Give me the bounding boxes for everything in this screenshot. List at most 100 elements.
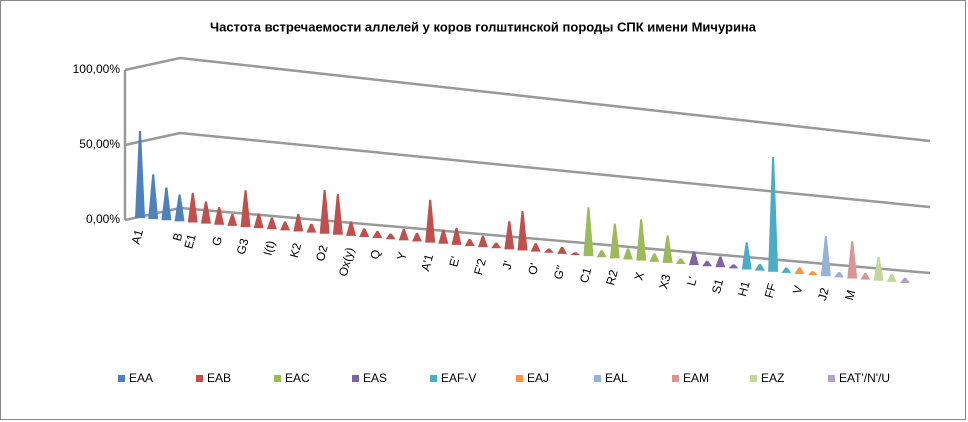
bar [754, 263, 765, 271]
bar [886, 273, 897, 282]
y-tick-label: 0,00% [86, 212, 120, 226]
bar [332, 194, 343, 235]
y-tick-label: 50,00% [79, 137, 120, 151]
bar [161, 187, 172, 221]
x-tick-label: R2 [603, 268, 621, 287]
x-tick-label: X [632, 271, 648, 282]
x-tick-label: J2 [815, 286, 832, 302]
bar [570, 252, 581, 255]
bar [451, 227, 462, 245]
legend-label: EAZ [761, 371, 784, 385]
x-tick-label: O' [525, 262, 542, 277]
legend-swatch [672, 375, 679, 382]
legend-swatch [118, 375, 125, 382]
bar [860, 272, 871, 280]
grid-line [124, 56, 931, 143]
bar [517, 211, 528, 251]
legend-label: EAL [605, 371, 628, 385]
bar [728, 264, 739, 269]
x-tick-label: A'1 [418, 252, 436, 272]
x-tick-label: I(t) [261, 239, 278, 257]
x-tick-label: Q [367, 248, 383, 261]
legend-swatch [430, 375, 437, 382]
bar [174, 194, 185, 222]
x-tick-label: X3 [656, 272, 673, 290]
legend-swatch [828, 375, 835, 382]
bar [702, 260, 713, 267]
bar [477, 235, 488, 248]
legend-label: EAF-V [441, 371, 476, 385]
bar [847, 241, 858, 279]
x-tick-label: S1 [709, 277, 726, 295]
bar [319, 189, 330, 234]
bar [649, 253, 660, 262]
bar [583, 207, 594, 257]
x-tick-label: K2 [287, 241, 304, 259]
bar [504, 221, 515, 250]
bar [438, 229, 449, 244]
legend-label: EAB [207, 371, 231, 385]
bar [741, 242, 752, 270]
x-tick-label: O2 [313, 243, 331, 262]
bar [187, 192, 198, 223]
bar [306, 223, 317, 233]
bar [715, 256, 726, 268]
y-tick-label: 100,00% [73, 62, 121, 76]
bar [385, 233, 396, 240]
bar [135, 131, 145, 218]
bar [359, 228, 370, 238]
bar [530, 243, 541, 252]
x-tick-label: M [842, 288, 858, 301]
legend-label: EAC [285, 371, 310, 385]
bar [240, 190, 251, 227]
bar [464, 238, 475, 247]
x-tick-label: A1 [129, 228, 146, 246]
bar [596, 250, 607, 258]
grid-line [124, 131, 931, 209]
x-tick-label: B [170, 231, 186, 242]
bar [675, 258, 686, 264]
bar [280, 221, 291, 231]
x-tick-label: H1 [735, 279, 753, 298]
legend-swatch [196, 375, 203, 382]
bar [623, 248, 634, 260]
bar [557, 246, 568, 254]
bar [411, 232, 422, 242]
bar [425, 199, 436, 243]
bar [398, 228, 409, 241]
bar [900, 277, 910, 283]
x-tick-label: F'2 [471, 257, 489, 277]
legend-swatch [352, 375, 359, 382]
legend-label: EAT'/N'/U [839, 371, 890, 385]
legend-swatch [750, 375, 757, 382]
bar [662, 235, 673, 263]
legend-swatch [516, 375, 523, 382]
x-tick-label: L' [684, 275, 700, 287]
bar [293, 213, 304, 232]
bar [781, 267, 792, 273]
bar [148, 174, 159, 220]
bar [807, 271, 818, 276]
bar [834, 272, 845, 278]
bar [688, 251, 699, 266]
bar [543, 248, 554, 253]
legend-swatch [594, 375, 601, 382]
bar [253, 213, 264, 229]
bar [491, 242, 502, 249]
chart-title: Частота встречаемости аллелей у коров го… [210, 19, 757, 34]
legend-label: EAM [683, 371, 709, 385]
x-tick-label: C1 [577, 266, 595, 285]
bar [609, 223, 620, 259]
bar [794, 267, 805, 275]
bar [768, 156, 779, 272]
bar [346, 221, 357, 236]
bar [266, 217, 277, 230]
x-tick-label: FF [762, 282, 779, 300]
bar [873, 256, 884, 281]
x-tick-label: J' [500, 259, 516, 271]
legend-label: EAS [363, 371, 387, 385]
bar [372, 230, 383, 239]
x-tick-label: E' [446, 255, 462, 269]
